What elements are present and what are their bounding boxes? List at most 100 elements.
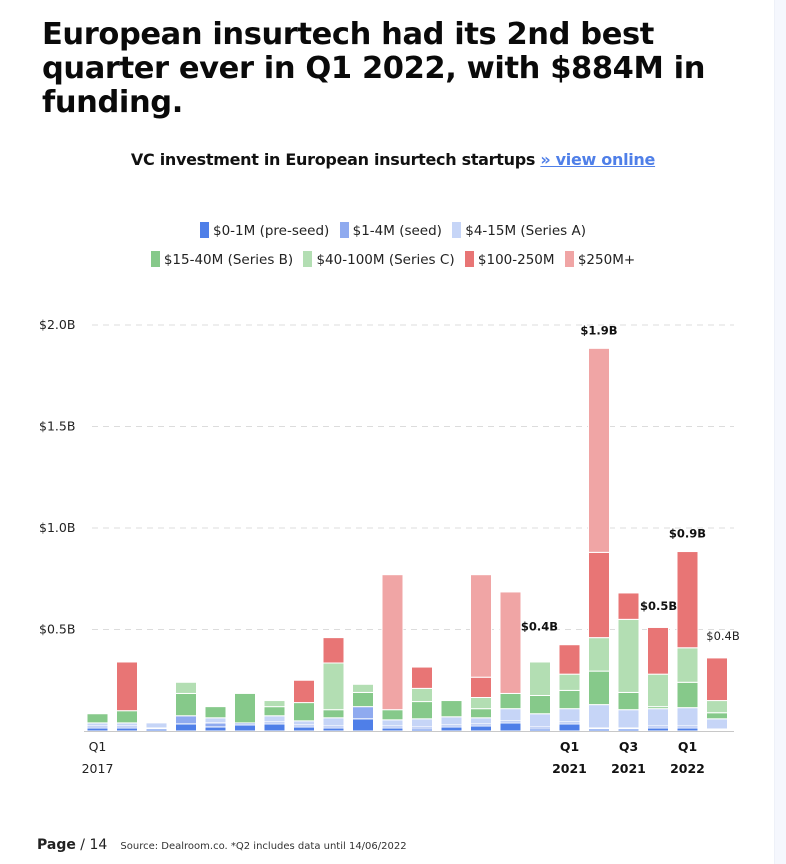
bar-segment [322, 709, 345, 719]
bar-total-label: $0.5B [640, 599, 677, 613]
bar-stack [617, 592, 640, 732]
legend-label: $0-1M (pre-seed) [213, 223, 330, 239]
bar-segment [588, 670, 610, 706]
stacked-bar-chart: $0.5B$1.0B$1.5B$2.0B Q12017Q12021Q32021Q… [39, 317, 740, 776]
bar-segment [470, 725, 492, 732]
side-panel [774, 0, 786, 864]
bar-stack [86, 713, 109, 732]
bar-segment [175, 692, 197, 717]
bar-segment [352, 683, 374, 693]
bar-segment [293, 702, 315, 722]
bar-stack [411, 666, 433, 732]
bar-segment [588, 637, 610, 672]
bar-segment [381, 574, 404, 711]
x-axis-labels: Q1 2017 Q1 2021 Q3 2021 Q1 2022 [82, 739, 705, 776]
legend-label: $4-15M (Series A) [465, 223, 586, 239]
bar-segment [204, 726, 227, 732]
bar-segment [411, 701, 433, 720]
x-tick-label: 2022 [670, 761, 705, 776]
bar-segment [529, 713, 551, 728]
bar-stack [204, 706, 227, 732]
bar-segment [440, 700, 463, 718]
bar-segment [706, 700, 728, 714]
bar-segment [204, 717, 227, 724]
x-tick-label: 2017 [82, 761, 114, 776]
page-label: Page [37, 837, 76, 853]
bar-segment [588, 347, 610, 553]
bar-segment [116, 710, 138, 724]
bar-segment [440, 726, 463, 732]
bar-stack [706, 657, 728, 732]
legend-item-250m-plus: $250M+ [564, 251, 635, 268]
bar-stack [352, 683, 374, 732]
bar-stack [145, 722, 168, 732]
bar-segment [234, 692, 256, 724]
bar-segment [558, 644, 581, 675]
bar-segment [175, 681, 197, 694]
bar-segment [617, 709, 640, 729]
bar-stack [116, 661, 138, 732]
bar-segment [322, 717, 345, 727]
view-online-link[interactable]: » view online [540, 150, 656, 169]
bar-stack [499, 591, 522, 732]
bar-total-label: $0.4B [521, 620, 558, 634]
bar-segment [617, 592, 640, 620]
bar-segment [381, 719, 404, 727]
bar-segment [204, 722, 227, 728]
bar-segment [352, 718, 374, 732]
bar-segment [263, 706, 286, 717]
source-note: Source: Dealroom.co. *Q2 includes data u… [120, 841, 407, 852]
bar-segment [558, 723, 581, 732]
legend-item-series-c: $40-100M (Series C) [303, 251, 455, 268]
bar-segment [706, 712, 728, 720]
legend-swatch-250m-plus [564, 251, 574, 267]
bar-segment [411, 666, 433, 689]
legend-swatch-100-250m [464, 251, 474, 267]
bar-segment [175, 715, 197, 725]
bar-segment [706, 718, 728, 730]
bar-stack [647, 626, 669, 732]
bar-segment [86, 713, 109, 724]
legend-label: $1-4M (seed) [352, 223, 442, 239]
bar-segment [293, 720, 315, 726]
bar-segment [676, 647, 699, 683]
legend-item-100-250m: $100-250M [464, 251, 555, 268]
legend-swatch-series-b [150, 251, 160, 267]
bar-stack [529, 661, 551, 732]
bar-segment [558, 689, 581, 710]
bar-segment [411, 687, 433, 703]
chart-legend-row-1: $0-1M (pre-seed) $1-4M (seed) $4-15M (Se… [0, 222, 786, 239]
bar-segment [676, 551, 699, 649]
bar-segment [529, 694, 551, 715]
bar-segment [263, 700, 286, 708]
chart-subtitle: VC investment in European insurtech star… [0, 150, 786, 169]
bar-segment [588, 704, 610, 729]
bar-segment [617, 691, 640, 711]
bar-total-label: $1.9B [580, 323, 617, 337]
bar-segment [145, 722, 168, 729]
bar-stack [440, 700, 463, 732]
legend-label: $100-250M [477, 252, 555, 268]
bar-segment [617, 618, 640, 693]
page-headline: European insurtech had its 2nd best quar… [42, 17, 706, 120]
chart-title: VC investment in European insurtech star… [130, 150, 536, 169]
bar-stack [588, 347, 610, 732]
page-footer: Page / 14 Source: Dealroom.co. *Q2 inclu… [37, 834, 407, 853]
bar-segment [411, 718, 433, 728]
legend-swatch-seed [339, 222, 349, 238]
bar-segment [647, 708, 669, 727]
y-axis-labels: $0.5B $1.0B $1.5B $2.0B [39, 317, 75, 637]
x-tick-label: Q3 [619, 739, 638, 754]
bar-segment [322, 637, 345, 664]
bar-segment [470, 708, 492, 719]
bar-stack [381, 574, 404, 732]
y-tick-label: $1.5B [39, 419, 75, 434]
bar-segment [499, 708, 522, 722]
x-tick-label: Q1 [678, 739, 697, 754]
bar-segment [322, 662, 345, 711]
bar-segment [381, 709, 404, 721]
y-tick-label: $0.5B [39, 622, 75, 637]
legend-item-seed: $1-4M (seed) [339, 222, 442, 239]
bar-stack [676, 551, 699, 732]
legend-swatch-series-a [452, 222, 462, 238]
